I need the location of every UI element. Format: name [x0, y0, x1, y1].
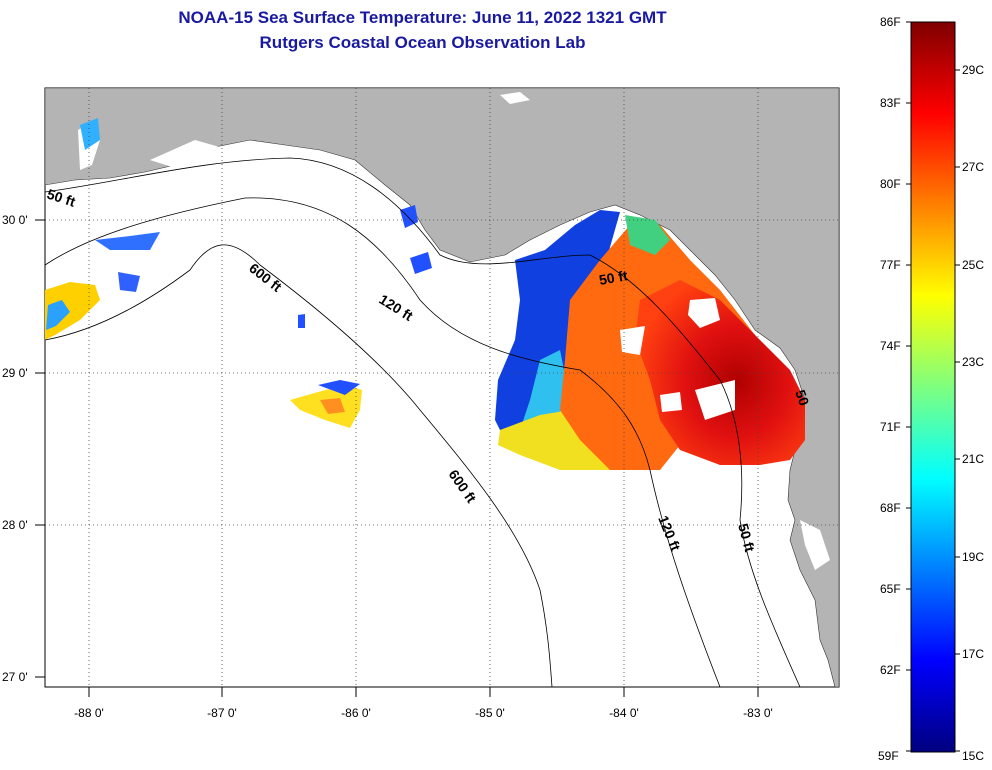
- colorbar-f-83: 83F: [880, 96, 901, 110]
- colorbar-c-21: 21C: [962, 452, 984, 466]
- lon-label-87: -87 0': [207, 706, 237, 720]
- sst-patch-central-warm: [320, 398, 345, 414]
- sst-patch-west-2: [95, 232, 160, 250]
- colorbar-c-29: 29C: [962, 63, 984, 77]
- contour-label-50ft-east: 50 ft: [735, 522, 758, 554]
- sst-field-green: [625, 215, 670, 255]
- lon-label-88: -88 0': [74, 706, 104, 720]
- lat-label-29: 29 0': [2, 366, 28, 380]
- bay-pensacola: [150, 140, 230, 168]
- colorbar-c-15: 15C: [962, 749, 984, 763]
- axis-ticks: [35, 219, 759, 697]
- sst-patch-west-3: [118, 272, 140, 292]
- cloud-gap-2: [620, 326, 645, 355]
- colorbar-f-59: 59F: [878, 749, 899, 763]
- land-mass: [45, 88, 839, 687]
- colorbar-f-71: 71F: [880, 420, 901, 434]
- contour-600ft: [45, 244, 553, 687]
- sst-field-mid: [520, 350, 570, 430]
- sst-patch-tiny: [298, 314, 305, 328]
- colorbar-c-27: 27C: [962, 160, 984, 174]
- bay-tampa: [800, 520, 830, 570]
- map-title: NOAA-15 Sea Surface Temperature: June 11…: [178, 8, 667, 27]
- sst-patch-nearshore-2: [410, 252, 432, 274]
- colorbar-f-65: 65F: [880, 582, 901, 596]
- colorbar-c-23: 23C: [962, 355, 984, 369]
- colorbar-f-68: 68F: [880, 501, 901, 515]
- grid-lines: [45, 88, 839, 687]
- cloud-gap-4: [660, 392, 682, 412]
- colorbar-f-74: 74F: [880, 339, 901, 353]
- bathymetry-contours: [45, 157, 801, 687]
- contour-label-50ft-bigbend: 50 ft: [598, 267, 629, 288]
- sst-field-cool: [495, 210, 620, 440]
- colorbar-c-25: 25C: [962, 258, 984, 272]
- colorbar-f-62: 62F: [880, 663, 901, 677]
- colorbar: [910, 21, 956, 753]
- lon-label-84: -84 0': [609, 706, 639, 720]
- sst-field-hot: [635, 280, 805, 465]
- sst-patch-central-cool: [318, 380, 360, 395]
- colorbar-f-86: 86F: [880, 15, 901, 29]
- lake-inland: [500, 92, 530, 104]
- sst-patch-mobile: [80, 118, 100, 150]
- colorbar-c-17: 17C: [962, 647, 984, 661]
- sst-patch-west-cool: [46, 300, 70, 330]
- lon-label-86: -86 0': [341, 706, 371, 720]
- colorbar-ticks: [906, 21, 960, 752]
- lat-label-28: 28 0': [2, 518, 28, 532]
- lat-label-27: 27 0': [2, 670, 28, 684]
- contour-120ft: [45, 197, 721, 687]
- sst-patch-west: [45, 282, 100, 340]
- contour-label-50-coast: 50: [792, 388, 812, 408]
- cloud-gap-1: [688, 298, 720, 328]
- lon-label-83: -83 0': [743, 706, 773, 720]
- lon-label-85: -85 0': [475, 706, 505, 720]
- map-subtitle: Rutgers Coastal Ocean Observation Lab: [259, 33, 586, 52]
- contour-50ft: [45, 157, 801, 687]
- colorbar-c-19: 19C: [962, 550, 984, 564]
- colorbar-f-80: 80F: [880, 177, 901, 191]
- colorbar-f-77: 77F: [880, 258, 901, 272]
- lat-label-30: 30 0': [2, 213, 28, 227]
